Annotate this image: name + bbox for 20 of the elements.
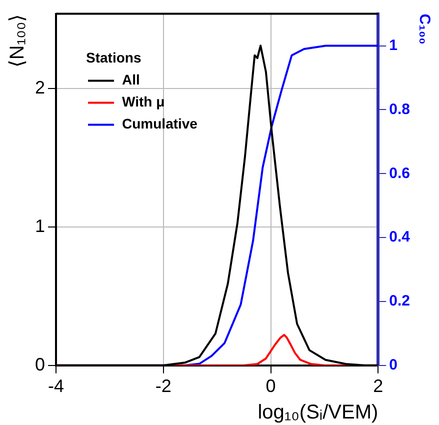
y2-axis-title: C₁₀₀ <box>416 14 433 44</box>
y2-tick-label: 0.2 <box>389 292 410 310</box>
x-tick-label: 2 <box>373 376 384 396</box>
x-tick-label: 0 <box>266 376 276 396</box>
y-tick-label: 1 <box>34 216 46 236</box>
y-tick-label: 2 <box>34 78 46 98</box>
y2-tick-label: 0.6 <box>389 164 410 182</box>
x-axis-title: log₁₀(Sᵢ/VEM) <box>258 402 378 424</box>
legend-label: With μ <box>122 94 165 110</box>
y2-tick-label: 0.4 <box>389 228 411 246</box>
y2-tick-label: 0 <box>389 356 398 374</box>
legend-label: Cumulative <box>122 116 198 132</box>
legend-title: Stations <box>86 50 142 66</box>
x-tick-label: -2 <box>155 376 172 396</box>
y-axis-title: ⟨N₁₀₀⟩ <box>6 14 29 68</box>
y2-tick-label: 1 <box>389 36 398 54</box>
x-tick-label: -4 <box>48 376 64 396</box>
y2-tick-label: 0.8 <box>389 100 410 118</box>
legend-label: All <box>122 72 140 88</box>
y-tick-label: 0 <box>34 354 46 374</box>
